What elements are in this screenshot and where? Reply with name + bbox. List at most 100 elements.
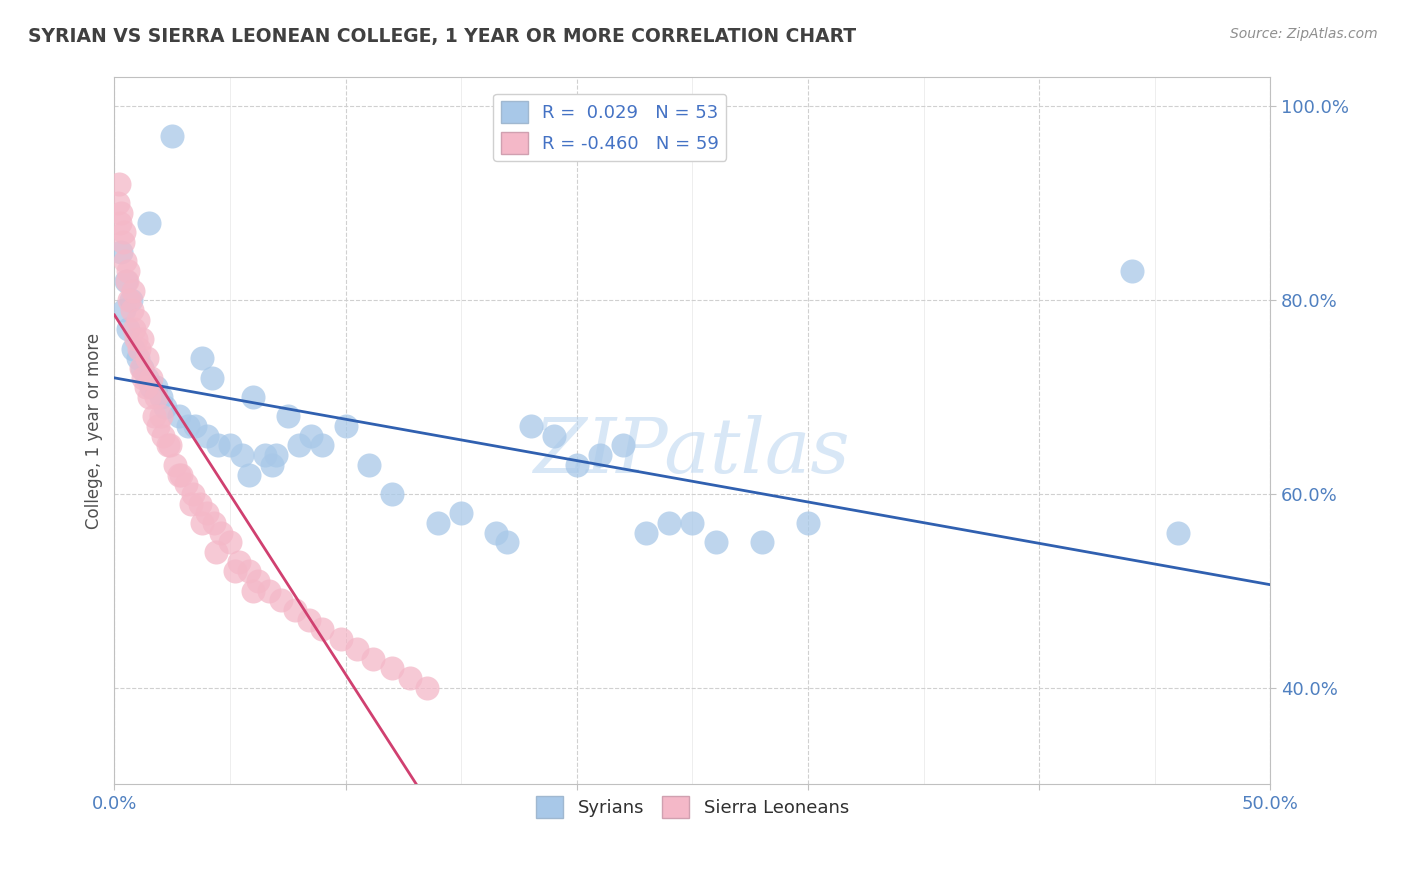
Point [277,409,299,424]
Point [260,458,283,472]
Point [450,506,472,520]
Point [330,632,353,647]
Point [195,429,218,443]
Point [242,390,264,404]
Point [415,681,437,695]
Point [114,254,136,268]
Point [138,216,160,230]
Point [148,419,170,434]
Point [496,535,519,549]
Point [141,370,163,384]
Point [108,216,131,230]
Point [156,438,179,452]
Text: Source: ZipAtlas.com: Source: ZipAtlas.com [1230,27,1378,41]
Point [246,574,269,588]
Point [108,177,131,191]
Point [704,535,727,549]
Point [797,516,820,530]
Point [184,419,207,434]
Point [485,525,508,540]
Legend: Syrians, Sierra Leoneans: Syrians, Sierra Leoneans [529,789,856,825]
Point [131,332,153,346]
Point [205,545,228,559]
Point [129,361,152,376]
Point [121,302,143,317]
Point [149,390,172,404]
Point [298,613,321,627]
Point [1167,525,1189,540]
Point [188,497,211,511]
Point [519,419,541,434]
Point [117,322,139,336]
Point [311,438,333,452]
Point [270,593,292,607]
Point [207,438,229,452]
Point [381,487,404,501]
Point [135,351,157,366]
Point [180,497,202,511]
Point [112,302,135,317]
Point [131,361,153,376]
Point [259,583,281,598]
Point [238,467,260,482]
Point [167,409,190,424]
Point [751,535,773,549]
Point [284,603,307,617]
Point [202,516,225,530]
Point [149,409,172,424]
Point [111,235,134,249]
Point [264,448,287,462]
Point [177,419,200,434]
Point [132,370,155,384]
Point [138,390,160,404]
Point [238,565,260,579]
Point [543,429,565,443]
Point [117,264,139,278]
Point [127,351,149,366]
Point [128,342,150,356]
Point [145,390,167,404]
Text: SYRIAN VS SIERRA LEONEAN COLLEGE, 1 YEAR OR MORE CORRELATION CHART: SYRIAN VS SIERRA LEONEAN COLLEGE, 1 YEAR… [28,27,856,45]
Point [122,284,145,298]
Point [122,342,145,356]
Point [195,506,218,520]
Point [681,516,703,530]
Point [219,535,242,549]
Point [1121,264,1143,278]
Point [115,274,138,288]
Point [125,332,148,346]
Point [135,370,157,384]
Point [152,429,174,443]
Point [141,380,163,394]
Point [181,487,204,501]
Point [299,429,322,443]
Point [163,458,186,472]
Point [127,312,149,326]
Point [107,196,129,211]
Point [253,448,276,462]
Point [160,128,183,143]
Point [118,293,141,308]
Point [145,380,167,394]
Point [112,226,135,240]
Point [170,467,193,482]
Point [135,380,157,394]
Point [174,477,197,491]
Point [612,438,634,452]
Point [311,623,333,637]
Point [122,322,145,336]
Point [155,400,177,414]
Point [231,448,253,462]
Text: ZIPatlas: ZIPatlas [534,415,851,489]
Point [658,516,681,530]
Point [191,351,214,366]
Point [159,438,181,452]
Point [209,525,232,540]
Point [335,419,357,434]
Point [191,516,214,530]
Point [200,370,222,384]
Point [357,458,380,472]
Point [142,409,165,424]
Point [288,438,311,452]
Point [242,583,264,598]
